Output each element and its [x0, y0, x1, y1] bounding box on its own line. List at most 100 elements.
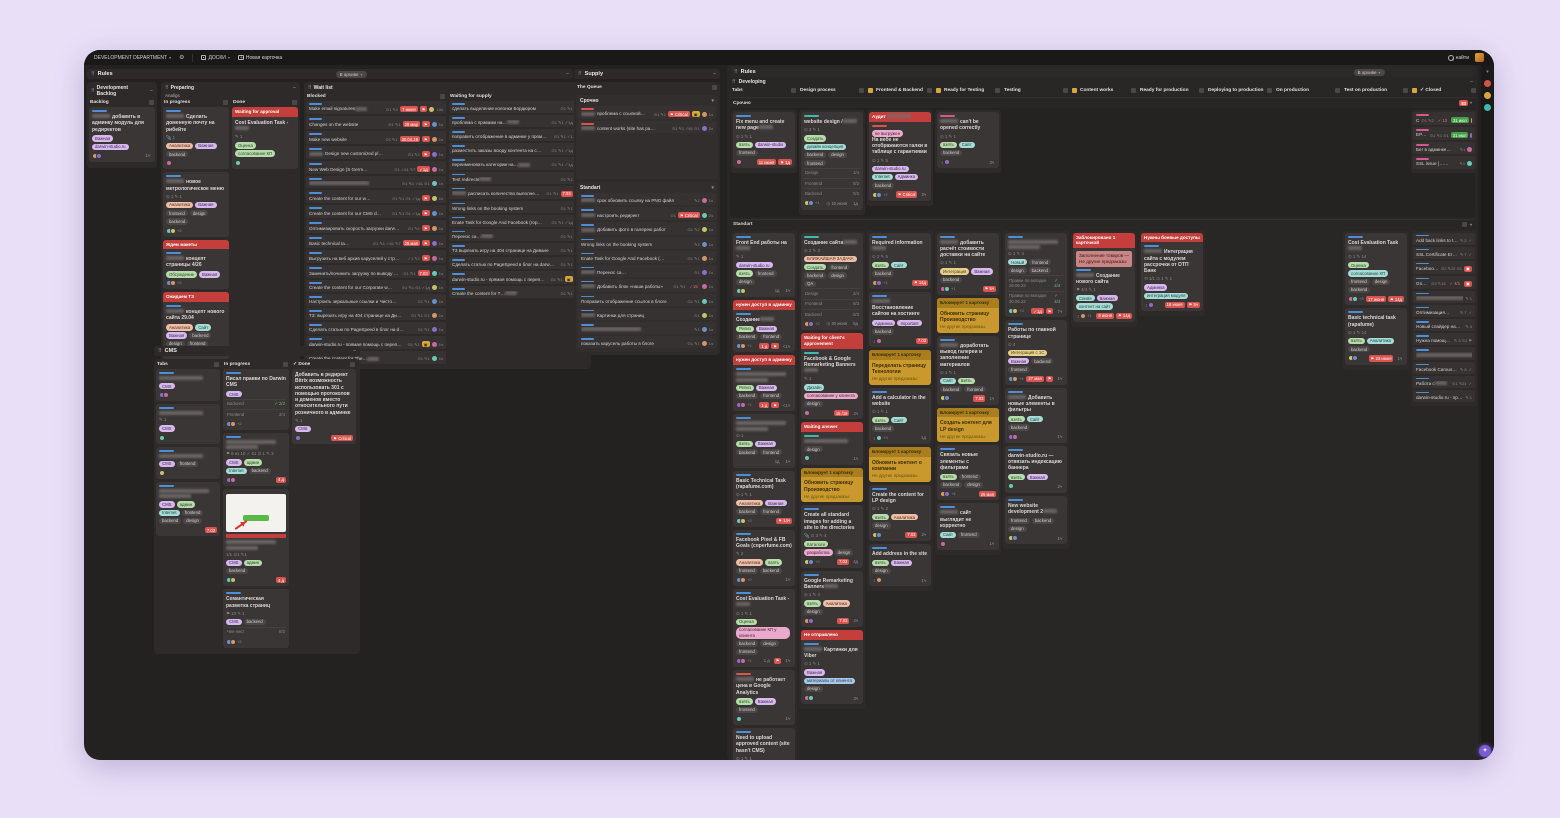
column-menu-icon[interactable]	[440, 94, 445, 99]
drag-handle-icon[interactable]: ⠿	[578, 71, 582, 77]
task-row[interactable]: настроить редирект ⊙1 ⚑ Critical 2ч	[578, 207, 716, 221]
column-header[interactable]: In progress	[163, 99, 229, 107]
board-shortcut-yellow[interactable]	[1484, 92, 1491, 99]
column-menu-icon[interactable]	[223, 100, 228, 105]
task-card[interactable]: Required information ⊙ 2 ✎ 5 взять Сайтback…	[869, 232, 931, 289]
task-card[interactable]: Нужны боевые доступы Интеграция сайта с м…	[1141, 232, 1203, 312]
task-card[interactable]: Сделать доменную почту на рибейте 📎 1 Анал…	[163, 107, 229, 170]
task-card[interactable]: Писал правки по Darwin CMS CMS Backend ✓ 2/…	[223, 369, 289, 430]
task-row[interactable]: ТЗ вырезать игру на 404 странице на Дива…	[449, 243, 589, 256]
task-card[interactable]: добавить расчёт стоимости доставки на са…	[937, 232, 999, 296]
user-avatar[interactable]	[1475, 53, 1484, 62]
task-row[interactable]: SSL issue (… ✎1	[1413, 156, 1475, 169]
task-row[interactable]: Настроить зеркальные ссылки и Чисто… ⊙1 ✎…	[306, 294, 446, 307]
column-menu-icon[interactable]	[1335, 88, 1340, 93]
task-row[interactable]: Wrong links on the booking system ✎2 1ч	[578, 236, 716, 249]
task-card[interactable]: Аудит не выгружен На вебе не отображаются…	[869, 112, 931, 201]
task-card[interactable]: Блокирует 1 карточку Обновить контент о к…	[869, 446, 931, 482]
column-menu-icon[interactable]	[995, 88, 1000, 93]
task-row[interactable]: Сделать статью по PageSpeed в блог на d……	[306, 322, 446, 335]
task-card[interactable]: сайт выглядит не корректно Сайт frontend 1ч	[937, 503, 999, 551]
task-row[interactable]: показать карусель работы в блоге ⊙1 ✎1 1ч	[578, 336, 716, 349]
column-header[interactable]: Testing	[1003, 87, 1069, 95]
task-card[interactable]: Не отправлено Картинки для Viber ⊙ 1 ✎ 1 Ва…	[801, 630, 863, 705]
task-card[interactable]: Fix menu and create new page ⊙ 1 ✎ 1 взять…	[733, 112, 795, 169]
task-row[interactable]: Поправить отображение ссылок в блоге ⊙1 ✎…	[578, 293, 716, 306]
task-card[interactable]: Need to upload approved content (site ha…	[733, 728, 795, 760]
column-header[interactable]: Backlog	[89, 99, 155, 107]
archive-filter[interactable]: В архиве ▾	[335, 70, 367, 78]
task-row[interactable]: Facebook Обновле…⊙2 ✎12 ⊙1▣	[1413, 260, 1475, 274]
column-header[interactable]: ✓ Closed	[1411, 87, 1477, 95]
task-card[interactable]: новое метрологическое меню ⊙ 1 ✎ 1 Аналити…	[163, 172, 229, 237]
gear-icon[interactable]: ⚙	[179, 55, 185, 61]
task-row[interactable]: Wrong links on the booking system⊙1 ✎11ч	[449, 200, 589, 213]
section-header[interactable]: Standart ▾	[578, 184, 716, 193]
collapse-icon[interactable]: −	[1470, 79, 1473, 85]
task-card[interactable]: Add address in the site взять Важнаяdesign…	[869, 543, 931, 587]
task-card[interactable]: CMS админInternet frontendbackend design 7.0…	[156, 481, 220, 537]
task-card[interactable]: Добавить новые элементы в фильтры взять Са…	[1005, 387, 1067, 443]
column-header[interactable]: Test on production	[1343, 87, 1409, 95]
task-card[interactable]: Связать новые элементы с фильтрами взять f…	[937, 445, 999, 501]
task-row[interactable]: ✎1 1ч	[578, 322, 716, 335]
task-row[interactable]: Make email signatures ⊙1 ✎1 7 июня ⚑ 14ч	[306, 101, 446, 114]
task-card[interactable]: Создание сайта ⊙ 2 ✎ 3 БЛИЖАЙШАЯ ЗАДАЧАСоз…	[801, 232, 863, 331]
column-header[interactable]: Deploying to production	[1207, 87, 1273, 95]
collapse-icon[interactable]: −	[566, 71, 569, 77]
task-row[interactable]: Перенос са…⊙1 ✎11ч	[449, 228, 589, 242]
workspace-switcher[interactable]: DEVELOPMENT DEPARTMENT ▾	[94, 55, 171, 61]
task-card[interactable]: Семантическая разметка страниц ⚑ 10 ✎ 1 CM…	[223, 589, 289, 648]
task-card[interactable]: Basic technical task (rapafume) ⊙ 1 ✎ 14 в…	[1345, 308, 1407, 365]
column-menu-icon[interactable]	[712, 85, 717, 90]
task-row[interactable]: проблема с ссылкой… ⊙1 ✎1 ⚑ Critical ▣ 1ч	[578, 106, 716, 119]
drag-handle-icon[interactable]: ⠿	[91, 71, 95, 77]
column-header[interactable]: Tabs	[156, 361, 220, 369]
task-row[interactable]	[1413, 347, 1475, 360]
board-header[interactable]: ⠿ Rules В архиве ▾ −	[87, 69, 573, 79]
task-row[interactable]: Facebook Carousel Banners (…✎ 8✓	[1413, 361, 1475, 374]
task-row[interactable]: content works (site has pa… ⊙1 ✎1 ✓61 ⊙1 2…	[578, 121, 716, 134]
column-header[interactable]: Tabs	[731, 87, 797, 95]
collapse-icon[interactable]: −	[353, 348, 356, 354]
task-row[interactable]: Design new customized pl… ⊙1 ✎1 ⚑ 1ч	[306, 146, 446, 159]
task-card[interactable]: Create all standard images for adding a …	[801, 505, 863, 568]
task-card[interactable]: ⊙ 1 взять Важнаяbackend frontend 1д 1ч	[733, 414, 795, 468]
search-control[interactable]: найти	[1447, 54, 1469, 61]
task-row[interactable]: Выгрузить на веб архив каруселей у стр… ✓…	[306, 250, 446, 264]
task-row[interactable]: Create the content for our w… ⊙1 ✎1 ⊙1 ✓1…	[306, 190, 446, 204]
task-card[interactable]: нужен доступ в админку Релиз Важнаяbackend…	[733, 355, 795, 412]
task-card[interactable]: Cost Evaluation Task - ⊙ 1 ✎ 1 Оценкасогла…	[733, 589, 795, 668]
task-row[interactable]: ТЗ: вырезать игру на 404 странице на Ди……	[306, 308, 446, 321]
column-menu-icon[interactable]	[283, 362, 288, 367]
task-card[interactable]: Восстановление сайтов на хостинге Админка…	[869, 291, 931, 347]
task-row[interactable]: Нужна помощь дизайнеру (…✎ 3 ⊙1 ⚑	[1413, 333, 1475, 346]
task-card[interactable]: Front End работы на ✎ 1 darwin-studio.ruвз…	[733, 232, 795, 298]
task-row[interactable]: Create the content for T…⊙1 ✎11ч	[449, 286, 589, 299]
task-card[interactable]: New website development 2 frontend backend…	[1005, 495, 1067, 545]
task-row[interactable]: New Web Design (S Germ… ⊙1 ✓61 ✎7 ✓1д 1ч	[306, 161, 446, 174]
task-card[interactable]: Блокирует 1 карточку Обновить страницу Пр…	[801, 467, 863, 503]
task-row[interactable]: Goals Tra…⊙3 ✎13✓ 4/1▣	[1413, 275, 1475, 289]
column-menu-icon[interactable]	[1403, 88, 1408, 93]
task-row[interactable]: Create the content for our Corporate w… ⊙…	[306, 280, 446, 293]
task-row[interactable]: Добавить фото в галерею работ ⊙1 ✎2 1ч	[578, 222, 716, 235]
task-card[interactable]: 1/1 ⊙1 ✎1 CMS админbackend 4 д	[223, 489, 289, 587]
task-row[interactable]: ✎ 1	[1413, 290, 1475, 303]
archive-filter[interactable]: В архиве ▾	[1353, 68, 1385, 76]
lane-urgent-header[interactable]: Срочно 83 ▾	[730, 97, 1475, 108]
group-header[interactable]: ⠿ Preparing −	[163, 84, 298, 93]
task-card[interactable]: Заблокировано 1 карточкой Заполнение това…	[1073, 232, 1135, 322]
column-menu-icon[interactable]	[859, 88, 864, 93]
task-card[interactable]: Добавить в редирект Bitrix возможность и…	[292, 369, 356, 445]
column-header[interactable]: ✓ Done	[292, 361, 356, 369]
task-row[interactable]: Create the content for our CMS d… ⊙1 ✎1 ⊙…	[306, 205, 446, 219]
column-menu-icon[interactable]	[1063, 88, 1068, 93]
task-row[interactable]: ЕРО44С…⊙1 ✎1 ⊙131 июл	[1413, 127, 1475, 140]
board-header[interactable]: ⠿ Rules В архиве ▾	[730, 67, 1475, 77]
group-header[interactable]: ⠿Wait list−	[306, 84, 589, 93]
task-row[interactable]: Картинки для страниц ⊙1 1ч	[578, 307, 716, 321]
task-card[interactable]: darwin-studio.ru — отвязать индексацию б…	[1005, 445, 1067, 493]
